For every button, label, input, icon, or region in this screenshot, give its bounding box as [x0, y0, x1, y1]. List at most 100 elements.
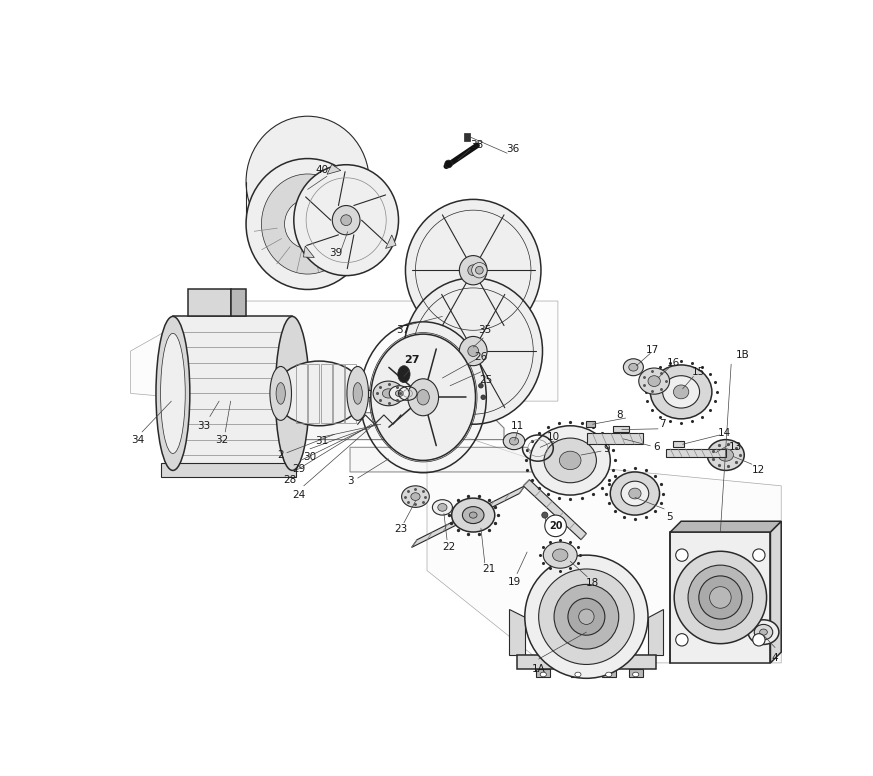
- Ellipse shape: [629, 363, 638, 371]
- Ellipse shape: [402, 486, 430, 508]
- Ellipse shape: [710, 587, 732, 608]
- Text: 13: 13: [728, 442, 742, 452]
- Text: 26: 26: [474, 352, 487, 362]
- Ellipse shape: [333, 206, 360, 235]
- Polygon shape: [131, 301, 558, 401]
- Ellipse shape: [411, 493, 420, 501]
- Polygon shape: [304, 246, 314, 258]
- Polygon shape: [386, 235, 396, 248]
- Ellipse shape: [574, 672, 581, 677]
- Ellipse shape: [408, 379, 438, 416]
- Text: 5: 5: [666, 511, 673, 521]
- Ellipse shape: [510, 438, 519, 445]
- Ellipse shape: [543, 542, 577, 568]
- Text: 30: 30: [304, 452, 317, 462]
- Polygon shape: [189, 289, 230, 317]
- Ellipse shape: [754, 625, 773, 640]
- Ellipse shape: [676, 549, 688, 561]
- Polygon shape: [350, 447, 542, 472]
- Polygon shape: [536, 669, 550, 677]
- Ellipse shape: [673, 385, 689, 399]
- Ellipse shape: [347, 366, 368, 421]
- Text: 14: 14: [718, 428, 731, 438]
- Text: 35: 35: [478, 325, 491, 335]
- Text: 25: 25: [479, 375, 493, 385]
- Text: 24: 24: [292, 490, 305, 500]
- Ellipse shape: [688, 565, 753, 630]
- Ellipse shape: [610, 472, 659, 515]
- Ellipse shape: [471, 262, 487, 278]
- Text: 1B: 1B: [736, 350, 750, 360]
- Polygon shape: [173, 317, 292, 470]
- Ellipse shape: [451, 498, 495, 532]
- Ellipse shape: [389, 386, 409, 401]
- Ellipse shape: [707, 440, 745, 470]
- Ellipse shape: [629, 488, 641, 499]
- Text: 29: 29: [292, 464, 306, 474]
- Polygon shape: [327, 165, 340, 175]
- Ellipse shape: [650, 365, 711, 419]
- Ellipse shape: [468, 345, 478, 356]
- Ellipse shape: [270, 366, 292, 421]
- Ellipse shape: [698, 576, 742, 619]
- Ellipse shape: [542, 512, 548, 518]
- Ellipse shape: [530, 426, 610, 495]
- Ellipse shape: [444, 160, 452, 168]
- Ellipse shape: [275, 317, 309, 470]
- Polygon shape: [673, 442, 684, 447]
- Ellipse shape: [459, 337, 487, 365]
- Text: 22: 22: [442, 542, 455, 553]
- Polygon shape: [523, 480, 587, 540]
- Ellipse shape: [382, 389, 395, 398]
- Ellipse shape: [459, 255, 487, 285]
- Ellipse shape: [161, 334, 185, 453]
- Polygon shape: [393, 388, 402, 399]
- Ellipse shape: [621, 481, 649, 506]
- Polygon shape: [411, 486, 525, 547]
- Ellipse shape: [246, 158, 369, 289]
- Ellipse shape: [606, 672, 612, 677]
- Text: 34: 34: [131, 435, 144, 445]
- Ellipse shape: [294, 165, 398, 275]
- Text: 40: 40: [315, 165, 328, 175]
- Text: 12: 12: [752, 466, 765, 476]
- Ellipse shape: [276, 383, 285, 404]
- Text: 21: 21: [482, 564, 495, 574]
- Text: 1A: 1A: [532, 664, 546, 674]
- Polygon shape: [666, 449, 725, 456]
- Polygon shape: [571, 669, 585, 677]
- Text: 9: 9: [604, 444, 610, 454]
- Text: 37: 37: [395, 325, 409, 335]
- Text: 6: 6: [653, 442, 660, 452]
- Ellipse shape: [753, 549, 765, 561]
- Polygon shape: [586, 421, 595, 428]
- Ellipse shape: [468, 265, 478, 275]
- Ellipse shape: [554, 584, 619, 649]
- Polygon shape: [510, 609, 525, 655]
- Polygon shape: [629, 669, 643, 677]
- Ellipse shape: [748, 620, 779, 644]
- Ellipse shape: [525, 555, 648, 678]
- Ellipse shape: [405, 199, 541, 341]
- Text: 19: 19: [507, 577, 520, 587]
- Text: 7: 7: [659, 419, 666, 429]
- Ellipse shape: [648, 376, 660, 386]
- Polygon shape: [427, 424, 781, 663]
- Ellipse shape: [371, 334, 476, 460]
- Ellipse shape: [663, 376, 699, 408]
- Text: 10: 10: [546, 432, 560, 442]
- Ellipse shape: [156, 317, 189, 470]
- Ellipse shape: [579, 609, 595, 625]
- Text: 18: 18: [586, 578, 599, 588]
- Ellipse shape: [470, 512, 477, 518]
- Ellipse shape: [633, 672, 639, 677]
- Ellipse shape: [560, 451, 581, 469]
- Ellipse shape: [674, 551, 766, 643]
- Polygon shape: [771, 521, 781, 663]
- Ellipse shape: [285, 199, 331, 248]
- Text: 38: 38: [470, 140, 483, 150]
- Text: 33: 33: [197, 421, 210, 431]
- Text: 8: 8: [616, 410, 622, 420]
- Ellipse shape: [718, 449, 733, 461]
- Text: 32: 32: [216, 435, 229, 445]
